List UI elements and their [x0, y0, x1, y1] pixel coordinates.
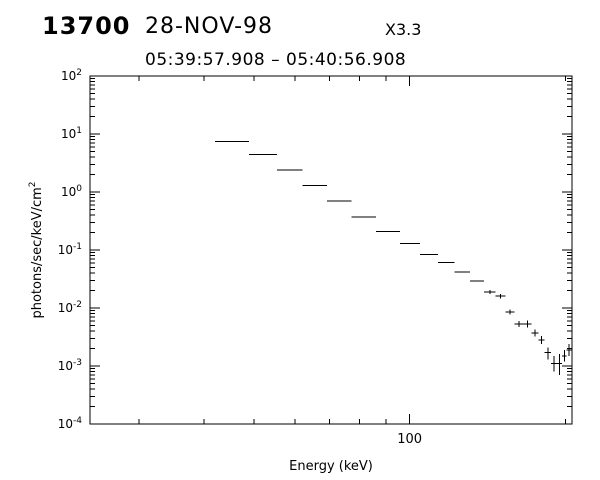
data-point	[531, 329, 539, 337]
y-tick-label: 10-1	[58, 242, 82, 257]
observation-date: 28-NOV-98	[145, 14, 274, 39]
x-tick-label: 100	[397, 432, 422, 447]
data-point	[523, 320, 532, 328]
data-point	[566, 343, 572, 356]
data-point	[514, 320, 524, 328]
data-point	[483, 289, 496, 294]
axis-labels: 102 101 100 10-1 10-2 10-3 10-4 100 Energy (keV)…	[28, 68, 422, 474]
data-point	[505, 309, 515, 315]
data-point	[544, 347, 551, 360]
plot-frame	[89, 75, 573, 425]
y-tick-label: 100	[61, 184, 82, 199]
data-point	[495, 293, 506, 299]
y-tick-label: 10-4	[58, 416, 83, 431]
data-point	[550, 355, 557, 372]
flare-class: X3.3	[385, 20, 422, 39]
x-axis-label: Energy (keV)	[289, 459, 373, 474]
data-points	[214, 141, 573, 424]
axes	[89, 75, 573, 425]
record-id: 13700	[42, 12, 131, 40]
time-range: 05:39:57.908 – 05:40:56.908	[145, 50, 407, 70]
y-tick-label: 10-2	[58, 300, 82, 315]
y-tick-label: 101	[61, 126, 82, 141]
y-axis-label: photons/sec/keV/cm2	[28, 181, 45, 318]
data-point	[556, 354, 562, 375]
y-tick-label: 10-3	[58, 358, 82, 373]
data-point	[561, 349, 567, 362]
y-tick-label: 102	[61, 68, 82, 83]
data-point	[538, 335, 545, 344]
